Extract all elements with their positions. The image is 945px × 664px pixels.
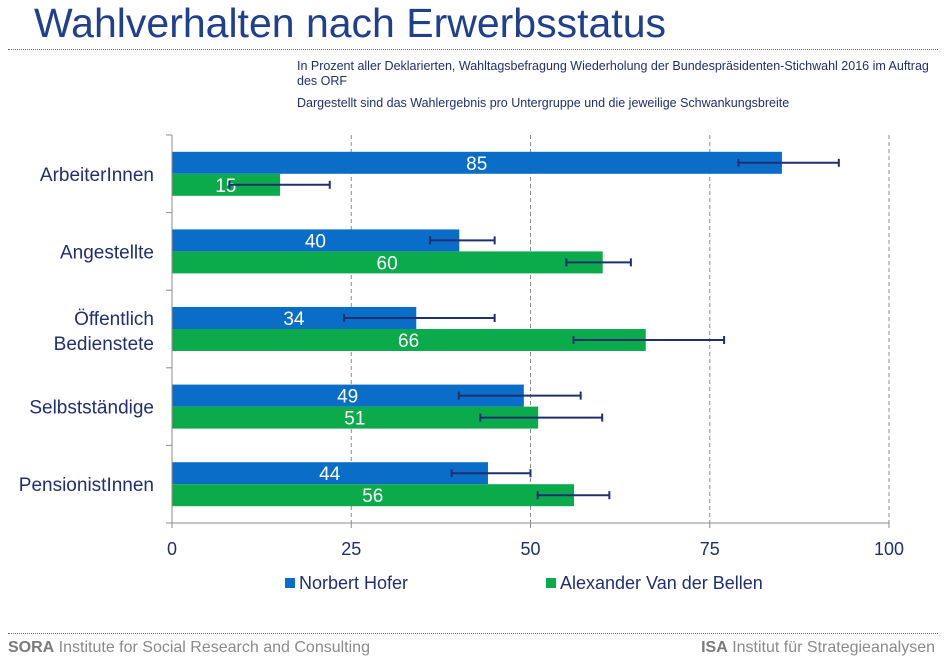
x-tick-label: 25 [341, 539, 361, 559]
category-label: Bedienstete [54, 334, 154, 355]
x-tick-label: 50 [520, 539, 540, 559]
legend-label: Norbert Hofer [299, 573, 408, 593]
x-tick-label: 100 [874, 539, 904, 559]
data-label: 60 [377, 253, 398, 274]
x-tick-label: 75 [700, 539, 720, 559]
page-title: Wahlverhalten nach Erwerbsstatus [34, 0, 666, 46]
x-tick-label: 0 [167, 539, 177, 559]
bar-vdb [172, 484, 575, 507]
data-label: 51 [344, 409, 365, 430]
category-label: Öffentlich [74, 309, 154, 330]
bar-hofer [172, 229, 460, 252]
data-label: 44 [319, 464, 341, 485]
footer-left: SORA Institute for Social Research and C… [8, 639, 370, 657]
bar-hofer [172, 151, 782, 174]
category-label: Angestellte [60, 242, 154, 263]
legend-swatch [285, 578, 295, 588]
footer-left-brand: SORA [8, 639, 55, 656]
category-label: Selbstständige [29, 398, 154, 419]
bar-hofer [172, 462, 488, 485]
data-label: 40 [305, 231, 326, 252]
bar-hofer [172, 384, 524, 407]
data-label: 85 [466, 154, 487, 175]
data-label: 66 [398, 331, 419, 352]
subtitle-note: Dargestellt sind das Wahlergebnis pro Un… [297, 96, 790, 110]
bar-vdb [172, 329, 646, 351]
footer-divider [8, 633, 938, 634]
bar-vdb [172, 173, 281, 196]
bar-hofer [172, 307, 417, 329]
data-label: 56 [362, 486, 383, 507]
footer-right-brand: ISA [701, 639, 728, 656]
data-label: 49 [337, 387, 358, 408]
title-divider [8, 49, 938, 50]
data-label: 34 [283, 309, 305, 330]
category-label: ArbeiterInnen [40, 165, 154, 186]
subtitle-source: In Prozent aller Deklarierten, Wahltagsb… [297, 59, 929, 88]
legend-label: Alexander Van der Bellen [560, 573, 763, 593]
category-label: PensionistInnen [19, 475, 154, 496]
footer-left-text: Institute for Social Research and Consul… [54, 639, 370, 656]
footer-right-text: Institut für Strategieanalysen [727, 639, 935, 656]
bar-vdb [172, 406, 539, 429]
bar-vdb [172, 251, 603, 274]
legend-swatch [546, 578, 556, 588]
footer-right: ISA Institut für Strategieanalysen [701, 639, 935, 657]
data-label: 15 [215, 176, 236, 197]
